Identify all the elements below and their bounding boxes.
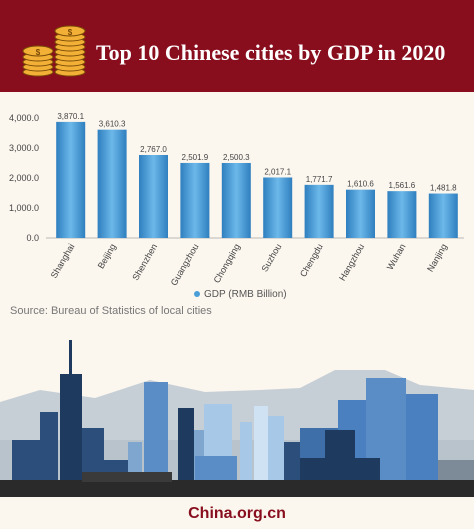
source-note: Source: Bureau of Statistics of local ci… bbox=[10, 305, 212, 317]
y-tick-label: 4,000.0 bbox=[9, 113, 39, 123]
bar-value-label: 1,610.6 bbox=[347, 180, 374, 189]
bar-value-label: 2,500.3 bbox=[223, 153, 250, 162]
x-tick-label: Suzhou bbox=[260, 242, 284, 273]
x-tick-label: Chongqing bbox=[212, 242, 242, 285]
bar bbox=[387, 191, 417, 238]
y-tick-label: 1,000.0 bbox=[9, 203, 39, 213]
legend-label: GDP (RMB Billion) bbox=[204, 289, 287, 300]
bar-value-label: 3,610.3 bbox=[99, 120, 126, 129]
x-tick-label: Guangzhou bbox=[169, 242, 201, 287]
legend-marker bbox=[194, 291, 200, 298]
x-tick-label: Hangzhou bbox=[337, 242, 366, 283]
y-tick-label: 3,000.0 bbox=[9, 143, 39, 153]
bar-chart: 0.0 1,000.0 2,000.0 3,000.0 4,000.0 3,870.1 Sh… bbox=[9, 112, 464, 287]
coin-stack-icon: $ $ bbox=[22, 25, 86, 77]
bar bbox=[97, 129, 127, 238]
x-tick-label: Nanjing bbox=[425, 242, 449, 273]
page-title: Top 10 Chinese cities by GDP in 2020 bbox=[96, 40, 446, 65]
bar bbox=[180, 162, 210, 238]
bar bbox=[139, 154, 168, 238]
y-tick-label: 0.0 bbox=[26, 233, 39, 243]
y-tick-label: 2,000.0 bbox=[9, 173, 39, 183]
footer-brand: China.org.cn bbox=[188, 505, 286, 522]
city-skyline-illustration bbox=[0, 340, 474, 500]
svg-text:$: $ bbox=[68, 28, 73, 37]
bar-value-label: 1,481.8 bbox=[430, 184, 457, 193]
bar-value-label: 2,767.0 bbox=[140, 145, 167, 154]
bar-value-label: 2,017.1 bbox=[264, 167, 291, 176]
footer: China.org.cn bbox=[0, 497, 474, 529]
header-banner: $ $ Top 10 Chinese cities by GDP in 2020 bbox=[0, 0, 474, 92]
bar-value-label: 1,561.6 bbox=[389, 181, 416, 190]
bar bbox=[428, 193, 458, 238]
x-tick-label: Beijing bbox=[96, 242, 118, 270]
x-tick-label: Wuhan bbox=[385, 242, 408, 272]
x-tick-label: Chengdu bbox=[298, 242, 325, 279]
bar-value-label: 3,870.1 bbox=[57, 112, 84, 121]
x-tick-label: Shenzhen bbox=[130, 242, 159, 282]
bar bbox=[304, 184, 334, 238]
x-tick-label: Shanghai bbox=[49, 242, 77, 280]
bar-value-label: 2,501.9 bbox=[182, 153, 209, 162]
bar bbox=[221, 162, 251, 238]
chart-area: 0.0 1,000.0 2,000.0 3,000.0 4,000.0 3,870.1 Sh… bbox=[0, 110, 474, 310]
bar-value-label: 1,771.7 bbox=[306, 175, 333, 184]
bar bbox=[346, 189, 375, 238]
bar bbox=[263, 177, 293, 238]
bar bbox=[56, 121, 86, 238]
svg-text:$: $ bbox=[36, 48, 41, 57]
legend: GDP (RMB Billion) bbox=[194, 289, 287, 300]
